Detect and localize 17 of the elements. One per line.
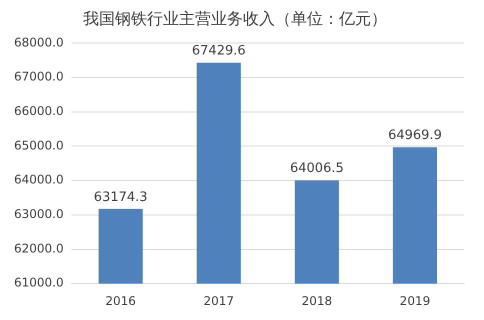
data-label: 67429.6 [192,44,246,59]
y-tick-label: 68000.0 [14,35,64,50]
x-tick-label: 2019 [400,294,430,308]
y-tick-label: 64000.0 [14,172,64,187]
x-tick-label: 2016 [105,294,136,308]
y-tick-label: 61000.0 [14,276,64,290]
data-label: 64969.9 [388,128,442,144]
chart-title: 我国钢铁行业主营业务收入（单位：亿元） [83,8,387,28]
data-label: 64006.5 [290,161,344,176]
data-label: 63174.3 [94,190,148,205]
y-tick-label: 65000.0 [14,138,64,152]
y-tick-label: 66000.0 [14,104,64,118]
y-tick-label: 67000.0 [14,70,64,84]
x-tick-label: 2018 [302,294,332,308]
y-tick-label: 63000.0 [14,207,64,222]
y-tick-label: 62000.0 [14,241,64,256]
x-tick-label: 2017 [203,294,234,308]
